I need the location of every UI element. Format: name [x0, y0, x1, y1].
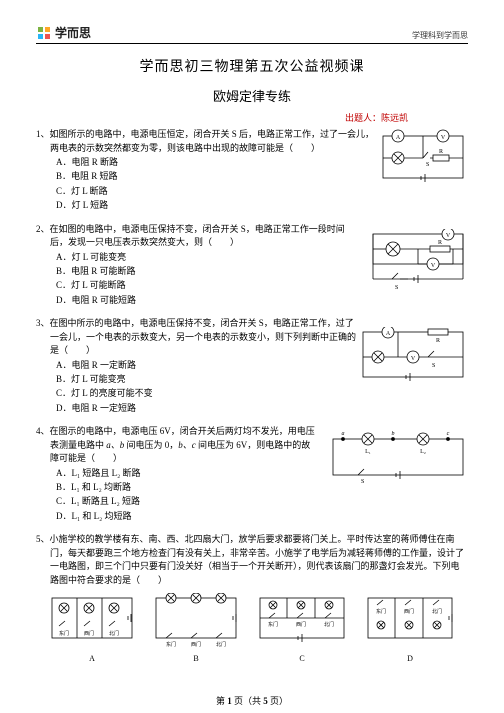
sub-title: 欧姆定律专练 — [36, 86, 468, 105]
page-footer: 第 1 页（共 5 页） — [0, 694, 504, 707]
q4-circuit-diagram: L₁ L₂ a b c S — [328, 431, 468, 483]
logo: 学而思 — [36, 24, 91, 41]
footer-pre: 第 — [216, 696, 227, 706]
svg-text:V: V — [446, 233, 451, 239]
q3-stem: 在图中所示的电路中，电源电压保持不变，闭合开关 S，电路正常工作，过了一会儿，一… — [50, 318, 357, 355]
q5-label-c: C — [255, 653, 349, 665]
svg-text:北门: 北门 — [216, 641, 226, 648]
q1-stem: 如图所示的电路中，电源电压恒定，闭合开关 S 后，电路正常工作，过了一会儿，两电… — [50, 129, 375, 153]
svg-text:c: c — [447, 431, 450, 437]
svg-text:R: R — [436, 338, 440, 344]
header-tagline: 学理科到学而思 — [412, 30, 468, 41]
q5-num: 5、 — [36, 534, 50, 544]
svg-text:R: R — [438, 240, 442, 246]
q1-circuit-diagram: V A R S — [378, 128, 468, 186]
q4-opt-d: D．L₁ 和 L₂ 均短路 — [56, 509, 468, 523]
main-title: 学而思初三物理第五次公益视频课 — [36, 56, 468, 76]
svg-text:东门: 东门 — [59, 630, 69, 637]
question-1: 1、如图所示的电路中，电源电压恒定，闭合开关 S 后，电路正常工作，过了一会儿，… — [36, 128, 468, 213]
q2-num: 2、 — [36, 224, 50, 234]
q4-num: 4、 — [36, 426, 50, 436]
svg-text:V: V — [441, 135, 446, 141]
q2-circuit-diagram: V V R S — [368, 229, 468, 297]
q5-option-diagrams: 东门 西门 北门 A 东门 — [36, 593, 468, 665]
svg-text:西门: 西门 — [191, 641, 201, 648]
svg-text:A: A — [396, 135, 401, 141]
q4-stem-b: 间电压为 0， — [124, 440, 178, 450]
svg-text:东门: 东门 — [268, 621, 278, 628]
q5-diagram-b: 东门 西门 北门 B — [151, 593, 241, 665]
q5-label-b: B — [151, 653, 241, 665]
q5-diagram-c: 东门 西门 北门 C — [255, 593, 349, 665]
author-label: 出题人： — [345, 113, 381, 123]
q4-ab: a、b — [106, 440, 124, 450]
q1-num: 1、 — [36, 129, 50, 139]
svg-text:b: b — [392, 431, 395, 437]
svg-text:北门: 北门 — [109, 630, 119, 637]
svg-text:S: S — [395, 285, 398, 291]
q4-opt-c: C．L₁ 断路且 L₂ 短路 — [56, 494, 468, 508]
q5-diagram-d: 东门 西门 北门 D — [363, 593, 457, 665]
q5-diagram-a: 东门 西门 北门 A — [47, 593, 137, 665]
q5-label-a: A — [47, 653, 137, 665]
svg-text:东门: 东门 — [166, 641, 176, 648]
svg-text:L₂: L₂ — [420, 449, 426, 455]
svg-text:西门: 西门 — [404, 608, 414, 615]
svg-text:V: V — [411, 356, 416, 362]
q3-opt-d: D．电阻 R 一定短路 — [56, 401, 468, 415]
svg-text:L₁: L₁ — [365, 449, 371, 455]
q3-opt-c: C．灯 L 的亮度可能不变 — [56, 386, 468, 400]
worksheet-page: 学而思 学理科到学而思 学而思初三物理第五次公益视频课 欧姆定律专练 出题人：陈… — [0, 0, 504, 685]
svg-text:北门: 北门 — [432, 608, 442, 615]
svg-text:R: R — [439, 149, 443, 155]
q3-num: 3、 — [36, 318, 50, 328]
footer-mid: 页（共 — [232, 696, 264, 706]
svg-text:V: V — [431, 263, 436, 269]
svg-text:a: a — [342, 431, 345, 437]
svg-text:西门: 西门 — [84, 630, 94, 637]
logo-text: 学而思 — [55, 24, 91, 41]
svg-text:A: A — [386, 331, 391, 337]
author-name: 陈远凯 — [381, 113, 408, 123]
q4-bc: b、c — [178, 440, 196, 450]
svg-text:S: S — [432, 363, 435, 369]
q2-stem: 在如图的电路中，电源电压保持不变，闭合开关 S，电路正常工作一段时间后，发现一只… — [50, 224, 345, 248]
q5-stem: 小施学校的教学楼有东、南、西、北四扇大门，放学后要求都要将门关上。平时传达室的蒋… — [50, 534, 465, 585]
page-header: 学而思 学理科到学而思 — [36, 24, 468, 44]
q1-opt-d: D．灯 L 短路 — [56, 198, 468, 212]
question-5: 5、小施学校的教学楼有东、南、西、北四扇大门，放学后要求都要将门关上。平时传达室… — [36, 533, 468, 665]
svg-text:S: S — [426, 162, 429, 168]
q5-label-d: D — [363, 653, 457, 665]
logo-icon — [36, 25, 52, 41]
svg-text:西门: 西门 — [296, 621, 306, 628]
q3-circuit-diagram: A R V S — [358, 327, 468, 387]
footer-post: 页） — [268, 696, 288, 706]
author-line: 出题人：陈远凯 — [36, 111, 408, 124]
question-4: 4、在图示的电路中，电源电压 6V，闭合开关后两灯均不发光，用电压表测量电路中 … — [36, 425, 468, 523]
question-3: 3、在图中所示的电路中，电源电压保持不变，闭合开关 S，电路正常工作，过了一会儿… — [36, 317, 468, 415]
svg-text:东门: 东门 — [376, 608, 386, 615]
question-2: 2、在如图的电路中，电源电压保持不变，闭合开关 S，电路正常工作一段时间后，发现… — [36, 223, 468, 308]
svg-text:S: S — [361, 479, 364, 483]
svg-text:北门: 北门 — [324, 621, 334, 628]
